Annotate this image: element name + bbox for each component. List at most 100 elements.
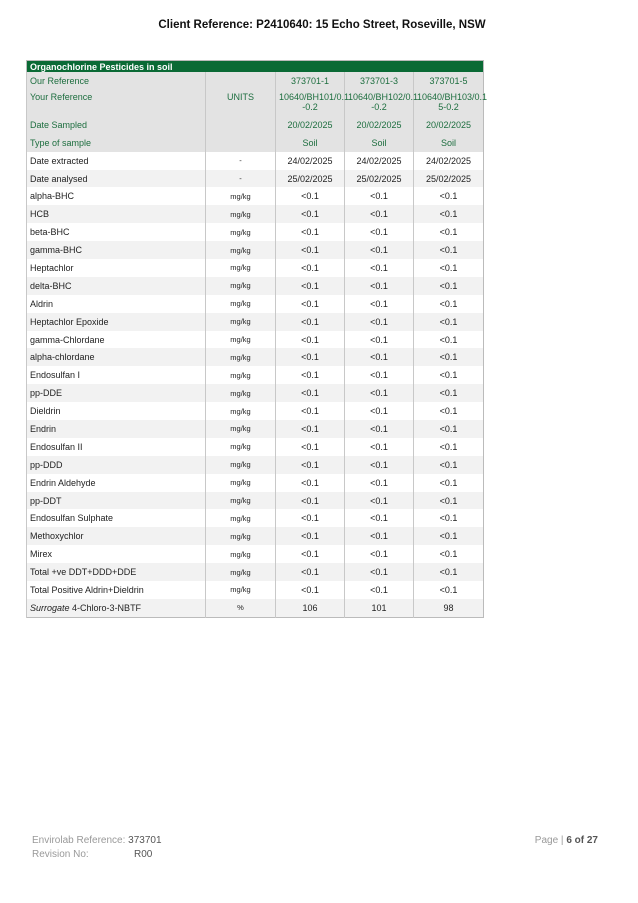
result-value: <0.1	[275, 241, 345, 260]
analyte-name: Endrin Aldehyde	[26, 473, 206, 492]
result-value: <0.1	[412, 473, 484, 492]
table-row: HCB mg/kg <0.1 <0.1 <0.1	[26, 205, 484, 224]
table-row: pp-DDD mg/kg <0.1 <0.1 <0.1	[26, 455, 484, 474]
meta-label: Type of sample	[26, 133, 206, 152]
section-title: Organochlorine Pesticides in soil	[26, 60, 484, 72]
analyte-name: Aldrin	[26, 294, 206, 313]
revision-no: Revision No: R00	[32, 849, 152, 860]
units-cell: mg/kg	[205, 455, 276, 474]
analyte-name: beta-BHC	[26, 223, 206, 242]
table-row: Endosulfan Sulphate mg/kg <0.1 <0.1 <0.1	[26, 509, 484, 528]
units-cell	[205, 133, 276, 152]
analyte-label: Endosulfan I	[30, 370, 81, 381]
table-row: Methoxychlor mg/kg <0.1 <0.1 <0.1	[26, 527, 484, 546]
table-row: pp-DDT mg/kg <0.1 <0.1 <0.1	[26, 491, 484, 510]
meta-value: 20/02/2025	[275, 115, 345, 134]
result-value: <0.1	[344, 187, 414, 206]
table-row: gamma-Chlordane mg/kg <0.1 <0.1 <0.1	[26, 330, 484, 349]
analyte-name: gamma-Chlordane	[26, 330, 206, 349]
units-cell	[205, 115, 276, 134]
table-row: Heptachlor Epoxide mg/kg <0.1 <0.1 <0.1	[26, 312, 484, 331]
result-value: <0.1	[344, 259, 414, 277]
analyte-name: Methoxychlor	[26, 527, 206, 546]
table-row: Total +ve DDT+DDD+DDE mg/kg <0.1 <0.1 <0.1	[26, 563, 484, 582]
result-value: <0.1	[344, 563, 414, 582]
result-value: <0.1	[412, 420, 484, 438]
result-value: <0.1	[412, 455, 484, 474]
analyte-label: Endrin	[30, 423, 57, 434]
units-cell: -	[205, 169, 276, 188]
meta-value: Soil	[412, 133, 484, 152]
analyte-label: Date extracted	[30, 155, 89, 166]
rev-label: Revision No:	[32, 849, 89, 860]
analyte-name: Total +ve DDT+DDD+DDE	[26, 563, 206, 582]
meta-value: 10640/BH103/0.1 5-0.2	[412, 89, 487, 116]
analyte-label: pp-DDE	[30, 388, 63, 399]
table-row: alpha-BHC mg/kg <0.1 <0.1 <0.1	[26, 187, 484, 206]
units-cell: mg/kg	[205, 402, 276, 421]
result-value: <0.1	[275, 581, 345, 599]
result-value: 25/02/2025	[344, 169, 414, 188]
result-value: <0.1	[412, 581, 484, 599]
analyte-label: beta-BHC	[30, 227, 70, 238]
analyte-name: Endosulfan I	[26, 366, 206, 385]
result-value: <0.1	[275, 330, 345, 349]
units-cell: mg/kg	[205, 563, 276, 582]
units-cell: mg/kg	[205, 581, 276, 599]
result-value: 25/02/2025	[275, 169, 345, 188]
analyte-label: Endosulfan Sulphate	[30, 513, 114, 524]
units-cell: mg/kg	[205, 491, 276, 510]
analyte-name: pp-DDD	[26, 455, 206, 474]
result-value: 25/02/2025	[412, 169, 484, 188]
result-value: <0.1	[412, 348, 484, 367]
result-value: 24/02/2025	[275, 151, 345, 170]
analyte-name: Heptachlor Epoxide	[26, 312, 206, 331]
analyte-name: Endosulfan II	[26, 437, 206, 456]
meta-row: Your Reference UNITS 10640/BH101/0.1 -0.2 1…	[26, 89, 487, 116]
results-table: Organochlorine Pesticides in soil Our Re…	[26, 60, 487, 618]
units-cell: mg/kg	[205, 348, 276, 367]
units-cell: mg/kg	[205, 259, 276, 277]
units-cell: mg/kg	[205, 420, 276, 438]
analyte-label: Aldrin	[30, 298, 54, 309]
ref-label: Envirolab Reference:	[32, 835, 126, 846]
ref-value: 373701	[128, 835, 162, 846]
result-value: <0.1	[344, 205, 414, 224]
units-cell: mg/kg	[205, 330, 276, 349]
analyte-label: 4-Chloro-3-NBTF	[72, 602, 142, 613]
units-cell: mg/kg	[205, 312, 276, 331]
result-value: <0.1	[412, 527, 484, 546]
result-value: <0.1	[275, 348, 345, 367]
result-value: 24/02/2025	[344, 151, 414, 170]
analyte-label: alpha-chlordane	[30, 352, 95, 363]
analyte-label: Total Positive Aldrin+Dieldrin	[30, 584, 144, 595]
result-value: 101	[344, 598, 414, 618]
units-cell: mg/kg	[205, 205, 276, 224]
result-value: <0.1	[275, 527, 345, 546]
meta-value: 373701-3	[344, 72, 414, 90]
analyte-name: Mirex	[26, 545, 206, 564]
result-value: <0.1	[275, 402, 345, 421]
surrogate-label: Surrogate	[30, 602, 70, 613]
analyte-name: Total Positive Aldrin+Dieldrin	[26, 581, 206, 599]
result-value: <0.1	[412, 545, 484, 564]
analyte-label: Heptachlor Epoxide	[30, 316, 109, 327]
result-value: <0.1	[344, 473, 414, 492]
rev-value: R00	[134, 849, 153, 860]
units-cell: mg/kg	[205, 223, 276, 242]
analyte-name: Endrin	[26, 420, 206, 438]
result-value: <0.1	[412, 330, 484, 349]
analyte-name: HCB	[26, 205, 206, 224]
units-cell: %	[205, 598, 276, 618]
units-cell: mg/kg	[205, 276, 276, 295]
meta-value: 373701-5	[412, 72, 484, 90]
result-value: <0.1	[275, 473, 345, 492]
analyte-name: pp-DDT	[26, 491, 206, 510]
result-value: <0.1	[275, 223, 345, 242]
result-value: <0.1	[412, 241, 484, 260]
table-row: gamma-BHC mg/kg <0.1 <0.1 <0.1	[26, 241, 484, 260]
result-value: <0.1	[275, 276, 345, 295]
units-cell: mg/kg	[205, 545, 276, 564]
result-value: <0.1	[412, 312, 484, 331]
result-value: <0.1	[344, 384, 414, 403]
